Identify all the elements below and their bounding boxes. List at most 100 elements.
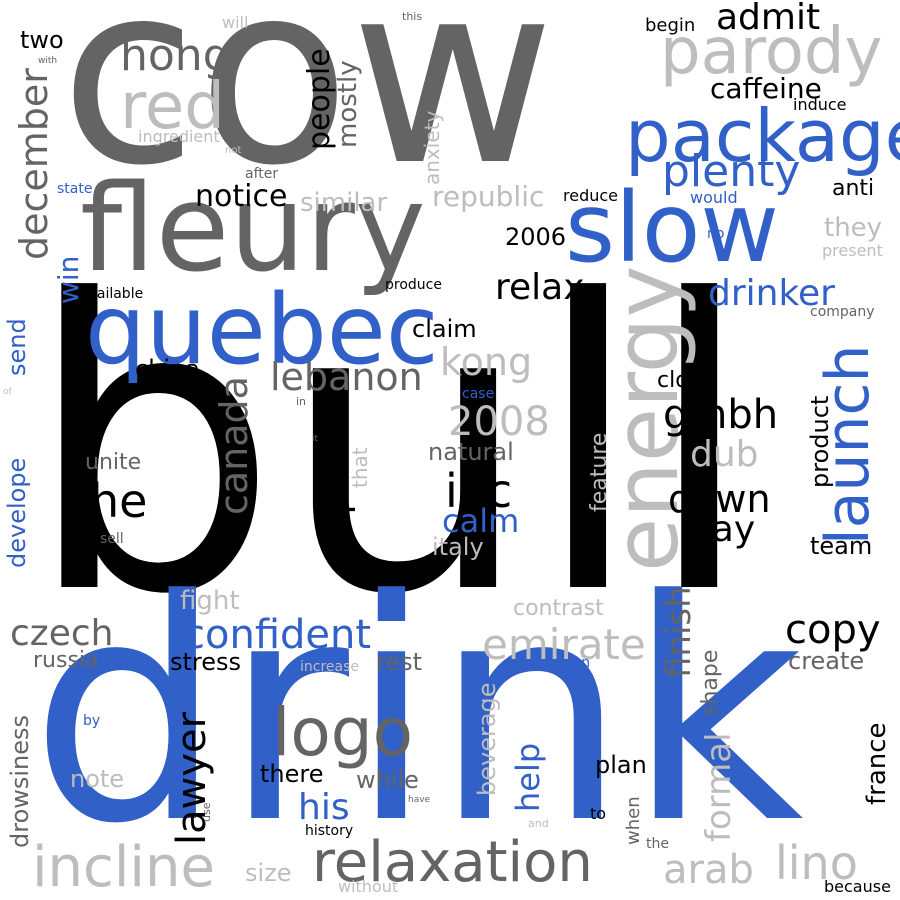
word-popular: popular xyxy=(312,416,356,562)
word-relax: relax xyxy=(495,267,585,308)
word-send: send xyxy=(3,318,31,376)
word-natural: natural xyxy=(428,438,514,466)
word-create: create xyxy=(788,647,865,675)
word-lawyer: lawyer xyxy=(169,711,215,845)
word-lino: lino xyxy=(775,836,858,890)
word-down: down xyxy=(668,477,771,521)
word-this: this xyxy=(402,10,423,23)
word-parody: parody xyxy=(660,15,883,89)
word-product: product xyxy=(806,395,834,488)
word-sell: sell xyxy=(100,531,124,547)
word-bull: bull xyxy=(25,217,755,682)
word-ingredient: ingredient xyxy=(138,127,220,146)
word-increase: increase xyxy=(300,659,360,675)
word-will: will xyxy=(222,13,249,32)
word-confident: confident xyxy=(183,612,372,658)
word-that: that xyxy=(348,447,372,488)
word-begin: begin xyxy=(645,15,696,36)
word-logo: logo xyxy=(272,694,413,771)
word-hong: hong xyxy=(120,30,231,81)
word-december: december xyxy=(12,68,56,260)
word-2006: 2006 xyxy=(505,223,567,251)
word-note: note xyxy=(70,765,125,793)
word-history: history xyxy=(305,823,354,839)
word-canada: canada xyxy=(212,376,256,515)
word-dub: dub xyxy=(690,434,759,475)
word-without: without xyxy=(338,877,399,896)
word-team: team xyxy=(810,532,873,560)
word-it: it xyxy=(312,434,319,444)
word-republic: republic xyxy=(432,180,545,213)
word-use: use xyxy=(200,802,213,822)
word-plenty: plenty xyxy=(662,146,801,197)
word-people: people xyxy=(302,48,337,150)
word-caffeine: caffeine xyxy=(710,72,822,105)
word-company: company xyxy=(810,304,875,320)
word-win: win xyxy=(52,255,85,304)
word-copy: copy xyxy=(785,607,881,653)
word-to: to xyxy=(590,804,607,823)
word-would: would xyxy=(690,188,738,207)
word-and: and xyxy=(528,817,549,830)
word-lebanon: lebanon xyxy=(270,355,423,399)
word-kong: kong xyxy=(440,340,533,384)
word-no: no xyxy=(707,226,725,242)
word-czech: czech xyxy=(10,613,114,654)
word-fleury: fleury xyxy=(80,160,426,299)
word-formal: formal xyxy=(699,732,739,842)
word-fight: fight xyxy=(180,586,240,616)
word-plan: plan xyxy=(595,751,647,779)
word-anti: anti xyxy=(832,176,875,201)
word-have: have xyxy=(408,795,431,805)
word-beverage: beverage xyxy=(473,682,501,796)
word-help: help xyxy=(509,742,547,812)
word-unite: unite xyxy=(85,450,142,475)
word-he: he xyxy=(90,474,148,528)
word-size: size xyxy=(245,859,292,887)
word-rest: rest xyxy=(376,648,423,676)
word-his: his xyxy=(298,787,350,828)
word-say: say xyxy=(693,509,756,550)
word-arab: arab xyxy=(663,847,754,893)
word-gmbh: gmbh xyxy=(663,392,779,438)
word-quebec: quebec xyxy=(85,274,439,386)
word-in: in xyxy=(296,395,307,408)
word-inc: inc xyxy=(445,464,513,518)
word-induce: induce xyxy=(793,95,847,114)
word-because: because xyxy=(824,877,891,896)
word-present: present xyxy=(822,241,883,260)
word-france: france xyxy=(862,722,892,805)
word-package: package xyxy=(625,94,900,178)
word-not: not xyxy=(225,145,242,156)
word-by: by xyxy=(83,713,101,729)
word-italy: italy xyxy=(432,533,484,561)
word-drinker: drinker xyxy=(708,273,835,314)
word-there: there xyxy=(260,760,324,788)
word-state: state xyxy=(57,181,93,197)
word-calm: calm xyxy=(442,502,520,540)
word-similar: similar xyxy=(300,188,388,218)
word-two: two xyxy=(20,26,64,54)
word-admit: admit xyxy=(716,0,821,38)
word-with: with xyxy=(38,56,58,66)
word-after: after xyxy=(245,166,279,182)
word-they: they xyxy=(824,213,883,243)
word-of: of xyxy=(3,387,12,397)
word-notice: notice xyxy=(195,179,288,214)
word-produce: produce xyxy=(385,277,442,293)
word-drink: drink xyxy=(30,535,804,890)
word-while: while xyxy=(356,766,419,794)
word-claim: claim xyxy=(412,315,477,343)
word-red: red xyxy=(120,70,225,144)
word-drowsiness: drowsiness xyxy=(6,714,34,848)
word-incline: incline xyxy=(32,835,215,900)
word-stress: stress xyxy=(170,648,242,676)
word-relaxation: relaxation xyxy=(312,830,593,895)
word-russia: russia xyxy=(33,648,99,673)
word-emirate: emirate xyxy=(482,620,646,669)
word-shape: shape xyxy=(698,649,723,716)
word-case: case xyxy=(462,386,495,402)
word-the: the xyxy=(646,836,669,852)
word-reduce: reduce xyxy=(563,186,619,205)
